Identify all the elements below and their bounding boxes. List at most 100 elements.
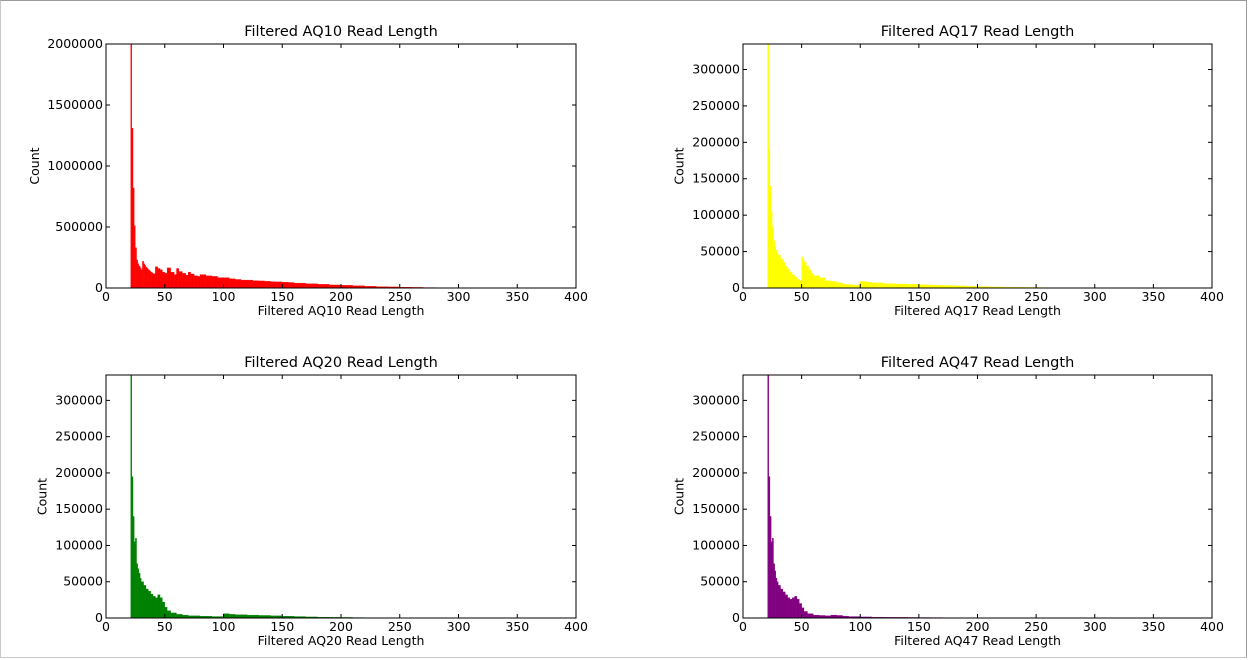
histogram-bar	[787, 597, 791, 619]
chart-panel-2: 0 50 100 150 200 250 300 350 400 0 50000 100000 1500…	[671, 24, 1224, 318]
histogram-bar	[134, 541, 136, 619]
histogram-bar	[176, 268, 179, 289]
histogram-bar	[774, 570, 776, 619]
histogram-bar	[152, 596, 156, 619]
x-tick-label: 0	[739, 619, 747, 634]
histogram-bar	[143, 585, 147, 619]
x-tick-label: 350	[505, 619, 529, 634]
x-tick-label: 0	[739, 289, 747, 304]
histogram-bar	[136, 259, 138, 289]
histogram-bar	[767, 43, 769, 289]
y-tick-label: 50000	[63, 574, 103, 589]
histogram-bar	[778, 255, 781, 289]
histogram-bar	[131, 476, 134, 619]
histogram-bar	[282, 281, 289, 289]
y-tick-label: 0	[732, 280, 740, 295]
histogram-bar	[769, 185, 772, 289]
y-tick-label: 200000	[692, 134, 740, 149]
y-tick-label: 100000	[692, 207, 740, 222]
histogram-bar	[144, 265, 147, 289]
histogram-bar	[807, 613, 814, 619]
y-tick-label: 500000	[55, 219, 103, 234]
x-tick-label: 100	[212, 619, 236, 634]
plot-area-frame	[742, 43, 1213, 289]
x-tick-label: 300	[1083, 619, 1107, 634]
histogram-bar	[170, 271, 175, 289]
x-tick-label: 250	[1024, 619, 1048, 634]
chart-title: Filtered AQ47 Read Length	[881, 355, 1075, 371]
histogram-bar	[138, 572, 141, 619]
histogram-bar	[819, 277, 826, 289]
histogram-bar	[775, 249, 778, 289]
histogram-bar	[287, 282, 295, 289]
histogram-bar	[789, 598, 793, 619]
histogram-bar	[134, 225, 136, 289]
x-tick-label: 350	[505, 289, 529, 304]
x-tick-label: 150	[270, 289, 294, 304]
y-tick-label: 0	[95, 610, 103, 625]
histogram-bar	[145, 267, 148, 289]
chart-title: Filtered AQ17 Read Length	[881, 24, 1075, 40]
histogram-bar	[132, 187, 135, 289]
x-tick-label: 200	[329, 289, 353, 304]
histogram-bar	[173, 274, 177, 289]
histogram-bar	[152, 273, 156, 289]
histogram-bar	[767, 374, 769, 619]
histogram-bar	[773, 240, 775, 289]
x-axis-label: Filtered AQ10 Read Length	[258, 303, 425, 318]
x-tick-label: 50	[157, 619, 173, 634]
histogram-bar	[132, 516, 135, 619]
histogram-bar	[217, 277, 224, 289]
y-tick-label: 1500000	[47, 97, 103, 112]
histogram-bar	[780, 588, 784, 619]
y-tick-label: 300000	[55, 392, 103, 407]
histogram-bar	[270, 281, 277, 289]
histogram-bar	[276, 281, 283, 289]
histogram-bar	[769, 516, 772, 619]
histogram-bar	[782, 591, 786, 619]
histogram-bar	[787, 268, 791, 289]
x-tick-label: 200	[966, 289, 990, 304]
histogram-bar	[830, 281, 837, 289]
histogram-bar	[842, 284, 849, 289]
histogram-bar	[803, 611, 808, 619]
histogram-bar	[293, 282, 306, 289]
histogram-bar	[223, 613, 230, 619]
x-axis-label: Filtered AQ17 Read Length	[894, 303, 1061, 318]
histogram-bar	[139, 267, 142, 289]
histogram-bar	[796, 598, 800, 619]
histogram-bar	[182, 273, 187, 289]
histogram-bar	[305, 283, 318, 289]
x-tick-label: 150	[907, 619, 931, 634]
x-tick-label: 400	[1200, 619, 1224, 634]
y-tick-label: 50000	[700, 574, 740, 589]
histogram-bar	[139, 577, 142, 619]
histogram-bar	[246, 279, 254, 289]
histogram-bar	[159, 269, 163, 289]
histogram-bar	[229, 278, 236, 289]
histogram-bar	[789, 271, 793, 289]
histogram-bar	[808, 269, 812, 289]
histogram-bar	[150, 271, 152, 289]
y-tick-label: 300000	[692, 61, 740, 76]
histogram-bar	[776, 252, 779, 289]
y-tick-label: 150000	[692, 501, 740, 516]
y-axis-label: Count	[671, 147, 686, 184]
histogram-bar	[794, 596, 798, 619]
histogram-bar	[813, 275, 820, 289]
histogram-bar	[768, 476, 771, 619]
histogram-bar	[772, 538, 774, 619]
plot-area-frame	[105, 43, 577, 289]
x-tick-label: 350	[1141, 289, 1165, 304]
histogram-bar	[151, 272, 154, 289]
histogram-bar	[193, 275, 198, 289]
histogram-bar	[865, 282, 873, 289]
chart-panel-3: 0 50 100 150 200 250 300 350 400 0 50000 100000 1500…	[34, 355, 588, 648]
histogram-bar	[170, 612, 177, 619]
y-tick-label: 0	[732, 610, 740, 625]
x-tick-label: 350	[1141, 619, 1165, 634]
histogram-bar	[223, 277, 230, 289]
x-tick-label: 400	[564, 289, 588, 304]
histogram-bar	[794, 276, 798, 289]
